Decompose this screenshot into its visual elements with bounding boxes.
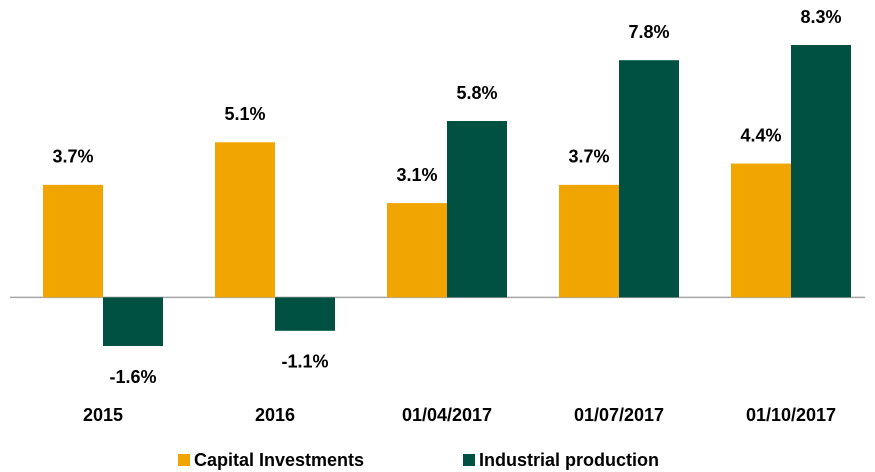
bar — [447, 121, 507, 298]
value-label: 3.7% — [52, 147, 93, 167]
value-label: -1.6% — [109, 367, 156, 387]
value-label: 8.3% — [800, 7, 841, 27]
value-label: -1.1% — [281, 352, 328, 372]
x-tick-label: 01/10/2017 — [746, 405, 836, 425]
value-label: 4.4% — [740, 125, 781, 145]
x-tick-label: 2016 — [255, 405, 295, 425]
legend-label: Capital Investments — [194, 450, 364, 470]
value-label: 5.8% — [456, 83, 497, 103]
bar — [791, 45, 851, 298]
legend-swatch — [178, 454, 190, 466]
bar — [387, 203, 447, 298]
bar — [559, 184, 619, 298]
bar — [103, 297, 163, 346]
bar — [215, 142, 275, 298]
bar — [731, 163, 791, 298]
bar — [619, 60, 679, 298]
value-label: 7.8% — [628, 22, 669, 42]
legend-label: Industrial production — [479, 450, 659, 470]
bar — [43, 184, 103, 298]
x-tick-label: 01/04/2017 — [402, 405, 492, 425]
value-label: 5.1% — [224, 104, 265, 124]
x-tick-label: 2015 — [83, 405, 123, 425]
value-label: 3.1% — [396, 165, 437, 185]
x-tick-label: 01/07/2017 — [574, 405, 664, 425]
bar — [275, 297, 335, 331]
legend-swatch — [463, 454, 475, 466]
value-label: 3.7% — [568, 147, 609, 167]
